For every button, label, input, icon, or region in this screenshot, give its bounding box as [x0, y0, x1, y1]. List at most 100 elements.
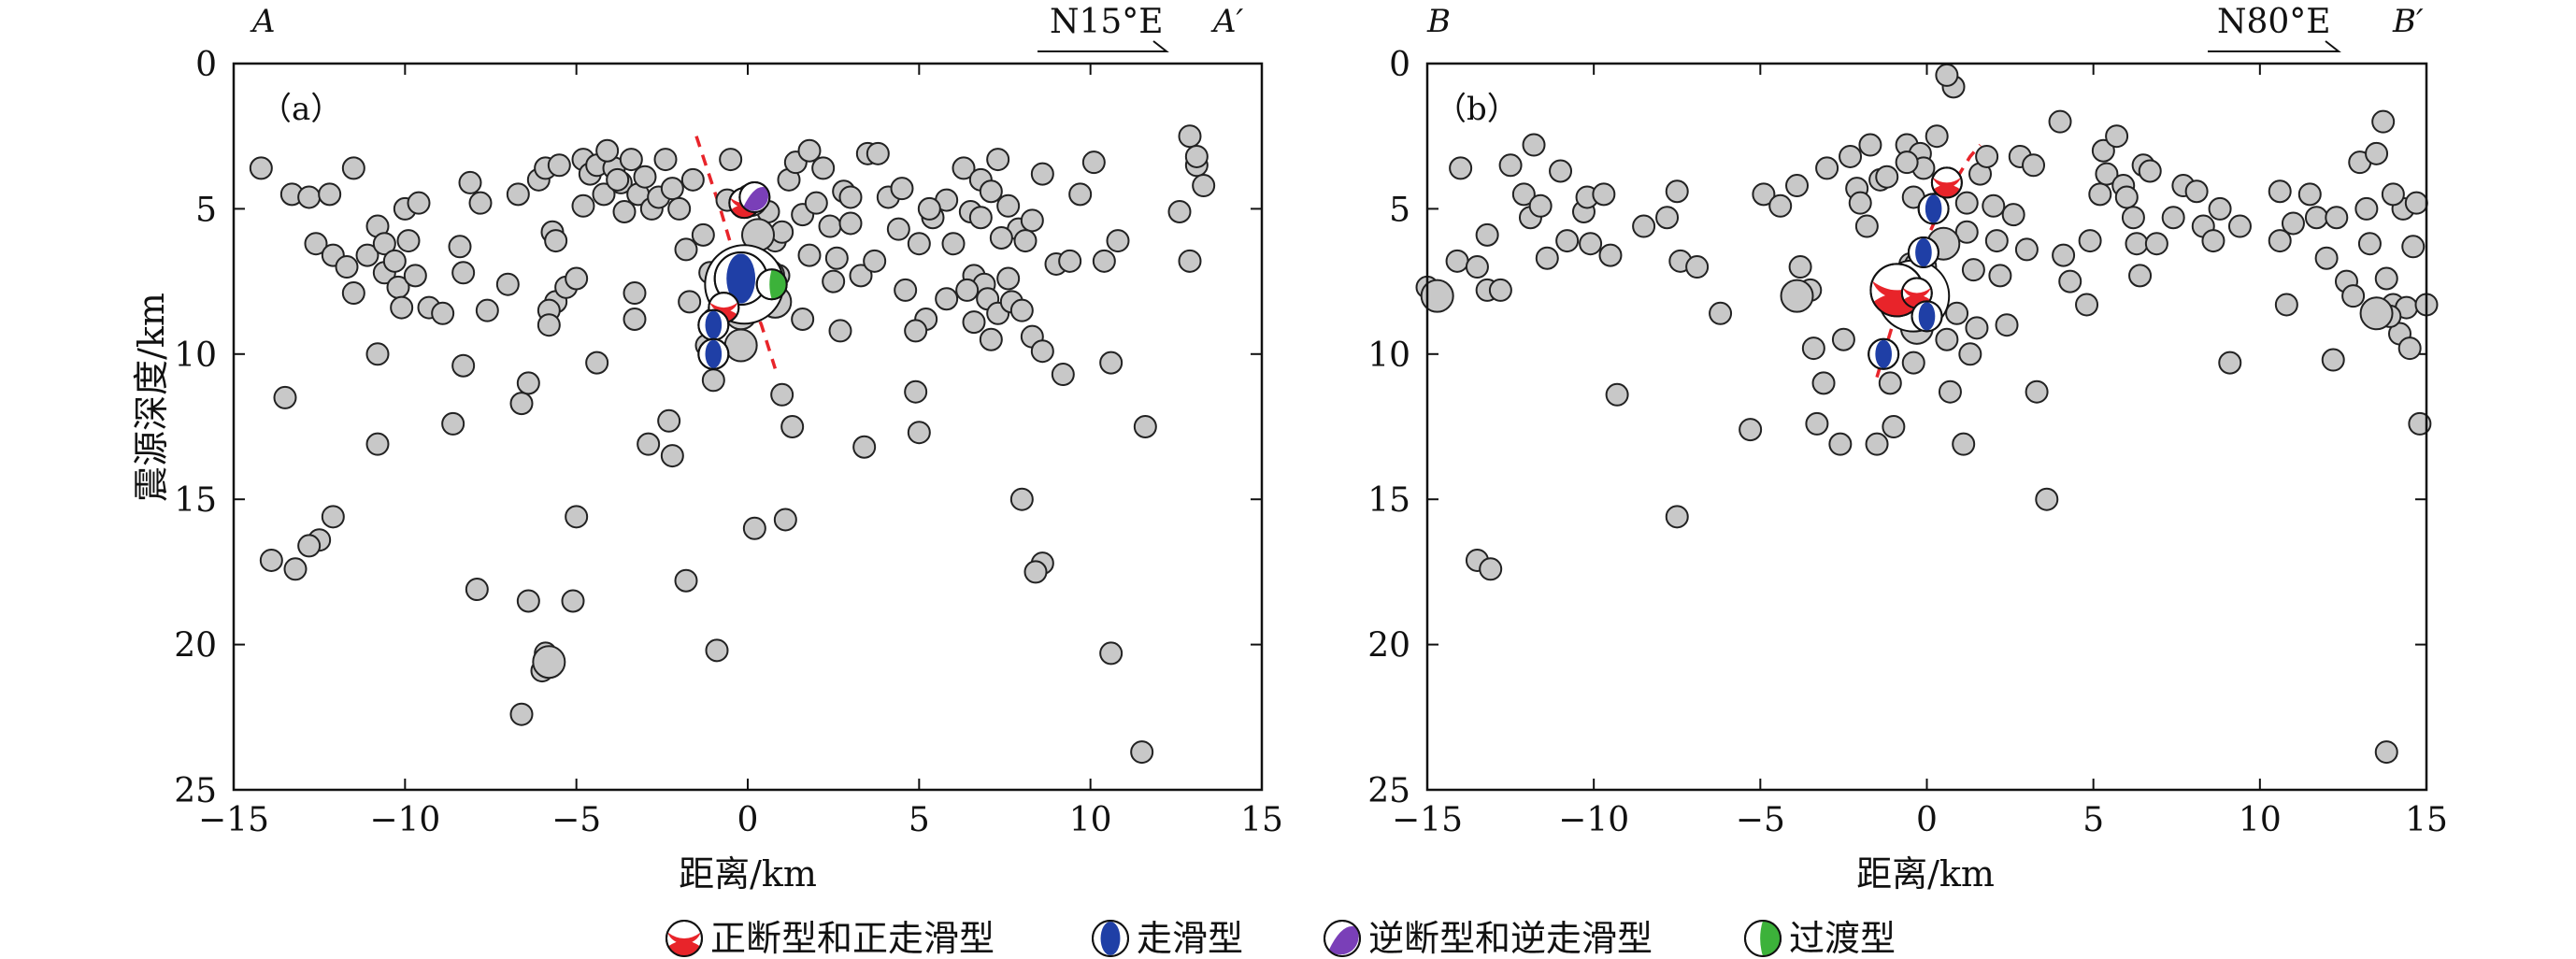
earthquake-point — [1479, 557, 1503, 581]
earthquake-point — [955, 278, 980, 302]
earthquake-point — [1848, 191, 1872, 215]
earthquake-point — [431, 301, 455, 325]
earthquake-point — [2397, 336, 2422, 361]
earthquake-point — [674, 237, 698, 262]
focal-mechanism-normal — [1930, 166, 1963, 199]
earthquake-point — [2371, 109, 2396, 134]
earthquake-point — [1605, 382, 1629, 407]
earthquake-point — [818, 214, 842, 238]
earthquake-point — [2001, 203, 2025, 227]
earthquake-point — [2138, 159, 2162, 183]
panel-a: A N15°E A′ （a） 震源深度/km 距离/km −15 −10 −5 0 5 1… — [131, 3, 1283, 895]
earthquake-point — [2304, 206, 2328, 230]
y-tick-label: 0 — [195, 46, 217, 84]
earthquake-point — [2161, 206, 2185, 230]
earthquake-point — [1549, 159, 1573, 183]
earthquake-point — [674, 568, 698, 593]
earthquake-point — [1020, 208, 1044, 233]
earthquake-point — [1938, 379, 1962, 404]
x-tick-label: 15 — [2405, 801, 2448, 839]
y-tick-label: 25 — [1367, 772, 1410, 810]
axis-ticks: −15 −10 −5 0 5 10 15 0 5 10 15 20 25 — [1367, 46, 2448, 839]
earthquake-point — [407, 191, 431, 215]
earthquake-point — [979, 327, 1003, 351]
legend-label: 过渡型 — [1789, 918, 1896, 959]
y-tick-label: 5 — [1389, 191, 1410, 229]
earthquake-point — [355, 243, 379, 267]
earthquake-point — [2095, 162, 2119, 186]
focal-mechanism-strike-slip — [697, 337, 730, 370]
earthquake-point — [516, 589, 540, 613]
normal-fault-beachball-icon — [665, 920, 703, 957]
legend-item: 过渡型 — [1744, 918, 1896, 959]
earthquake-point — [1858, 133, 1882, 157]
earthquake-point — [2022, 153, 2046, 178]
earthquake-point — [1935, 327, 1959, 351]
earthquake-point — [1488, 278, 1512, 302]
earthquake-point — [1449, 156, 1473, 180]
earthquake-point — [1854, 214, 1879, 238]
earthquake-point — [660, 177, 684, 201]
earthquake-point — [1954, 191, 1979, 215]
earthquake-point — [372, 232, 396, 256]
earthquake-point — [1952, 432, 1976, 456]
earthquake-point — [2357, 232, 2382, 256]
fault-trace-line — [1875, 143, 1982, 379]
earthquake-point — [1685, 255, 1710, 279]
y-tick-label: 10 — [1367, 336, 1410, 375]
earthquake-point — [2075, 293, 2099, 317]
plot-frame — [232, 62, 1264, 792]
earthquake-point — [1130, 740, 1154, 765]
earthquake-point — [773, 508, 797, 532]
earthquake-point — [1184, 144, 1209, 168]
earthquake-point — [2381, 182, 2405, 207]
earthquake-point — [1192, 174, 1216, 198]
earthquake-point — [1465, 255, 1489, 279]
earthquake-point — [1498, 153, 1523, 178]
earthquake-point — [451, 353, 476, 378]
x-tick-label: −15 — [198, 801, 269, 839]
earthquake-point — [2297, 182, 2322, 207]
earthquake-point — [592, 182, 616, 207]
earthquake-point — [1958, 342, 1982, 366]
legend-label: 正断型和正走滑型 — [710, 918, 995, 959]
earthquake-point — [2014, 237, 2039, 262]
legend-item: 逆断型和逆走滑型 — [1324, 918, 1653, 959]
focal-mechanism-strike-slip — [1868, 337, 1900, 370]
earthquake-point — [2374, 740, 2398, 765]
earthquake-point — [1592, 182, 1616, 207]
panel-label: （b） — [1435, 91, 1519, 128]
earthquake-point — [1099, 351, 1123, 375]
earthquake-point-large — [1780, 279, 1814, 313]
earthquake-point — [495, 272, 520, 296]
earthquake-point — [2227, 214, 2252, 238]
earthquake-point — [304, 232, 328, 256]
earthquake-point — [1445, 249, 1469, 273]
earthquake-point — [547, 153, 571, 178]
earthquake-point — [365, 432, 390, 456]
earthquake-point — [565, 505, 589, 529]
earthquake-point — [1865, 432, 1889, 456]
earthquake-point — [2052, 243, 2076, 267]
earthquake-point — [1901, 351, 1925, 375]
earthquake-point — [890, 177, 914, 201]
earthquake-point — [1811, 371, 1836, 395]
x-tick-label: 5 — [909, 801, 930, 839]
earthquake-point — [297, 185, 322, 209]
earthquake-point — [1133, 415, 1157, 438]
earthquake-point — [657, 408, 681, 433]
earthquake-point — [637, 432, 661, 456]
earthquake-point — [824, 246, 849, 270]
earthquake-point — [619, 148, 643, 172]
reverse-fault-beachball-icon — [1324, 920, 1361, 957]
earthquake-point — [1925, 124, 1949, 149]
x-tick-label: −15 — [1392, 801, 1463, 839]
focal-mechanism-strike-slip — [713, 250, 768, 306]
earthquake-point — [341, 281, 365, 306]
earthquake-point — [979, 179, 1003, 204]
earthquake-point — [705, 638, 729, 663]
earthquake-point — [2268, 229, 2292, 253]
earthquake-point — [509, 392, 534, 416]
earthquake-point — [1788, 255, 1812, 279]
earthquake-point — [509, 702, 534, 726]
